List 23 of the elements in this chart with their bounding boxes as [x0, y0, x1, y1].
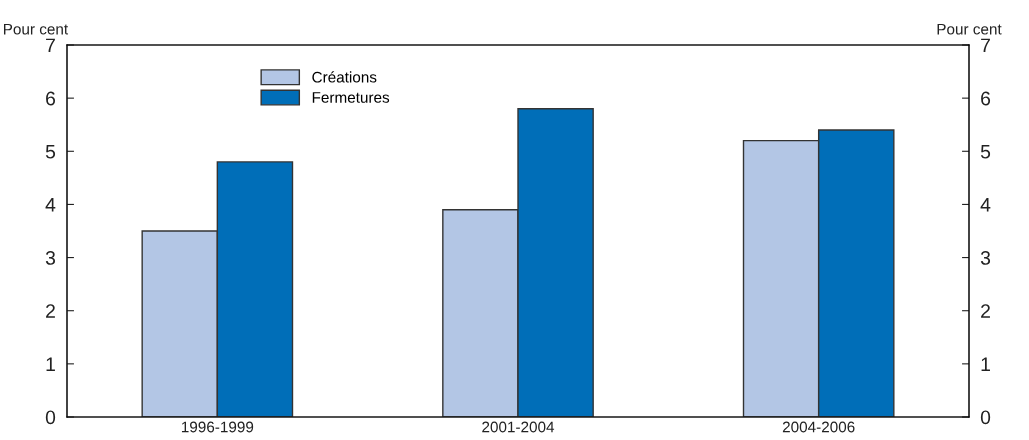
- y2-tick-label: 1: [981, 357, 990, 371]
- y-tick-label: 1: [46, 357, 55, 371]
- y-tick-label: 0: [45, 410, 56, 425]
- y2-tick-label: 7: [981, 38, 990, 53]
- y2-axis-title: Pour cent: [937, 23, 1002, 35]
- y-tick-label: 4: [45, 198, 56, 212]
- y-tick-label: 3: [45, 251, 56, 265]
- y2-tick-label: 0: [980, 410, 991, 425]
- legend-label: Créations: [312, 71, 377, 83]
- y-tick-label: 7: [46, 38, 55, 53]
- y2-tick-label: 6: [981, 91, 991, 106]
- x-tick-label: 2004-2006: [782, 421, 855, 433]
- y-tick-label: 6: [46, 91, 56, 106]
- x-tick-label: 1996-1999: [181, 421, 254, 433]
- y-tick-label: 5: [45, 144, 56, 159]
- x-tick-label: 2001-2004: [482, 421, 555, 433]
- legend-label: Fermetures: [312, 92, 390, 103]
- y2-tick-label: 3: [980, 251, 991, 265]
- y-tick-label: 2: [46, 304, 55, 318]
- y2-tick-label: 5: [980, 144, 991, 159]
- y2-tick-label: 2: [981, 304, 990, 318]
- y2-tick-label: 4: [980, 198, 991, 212]
- y-axis-title: Pour cent: [3, 23, 69, 35]
